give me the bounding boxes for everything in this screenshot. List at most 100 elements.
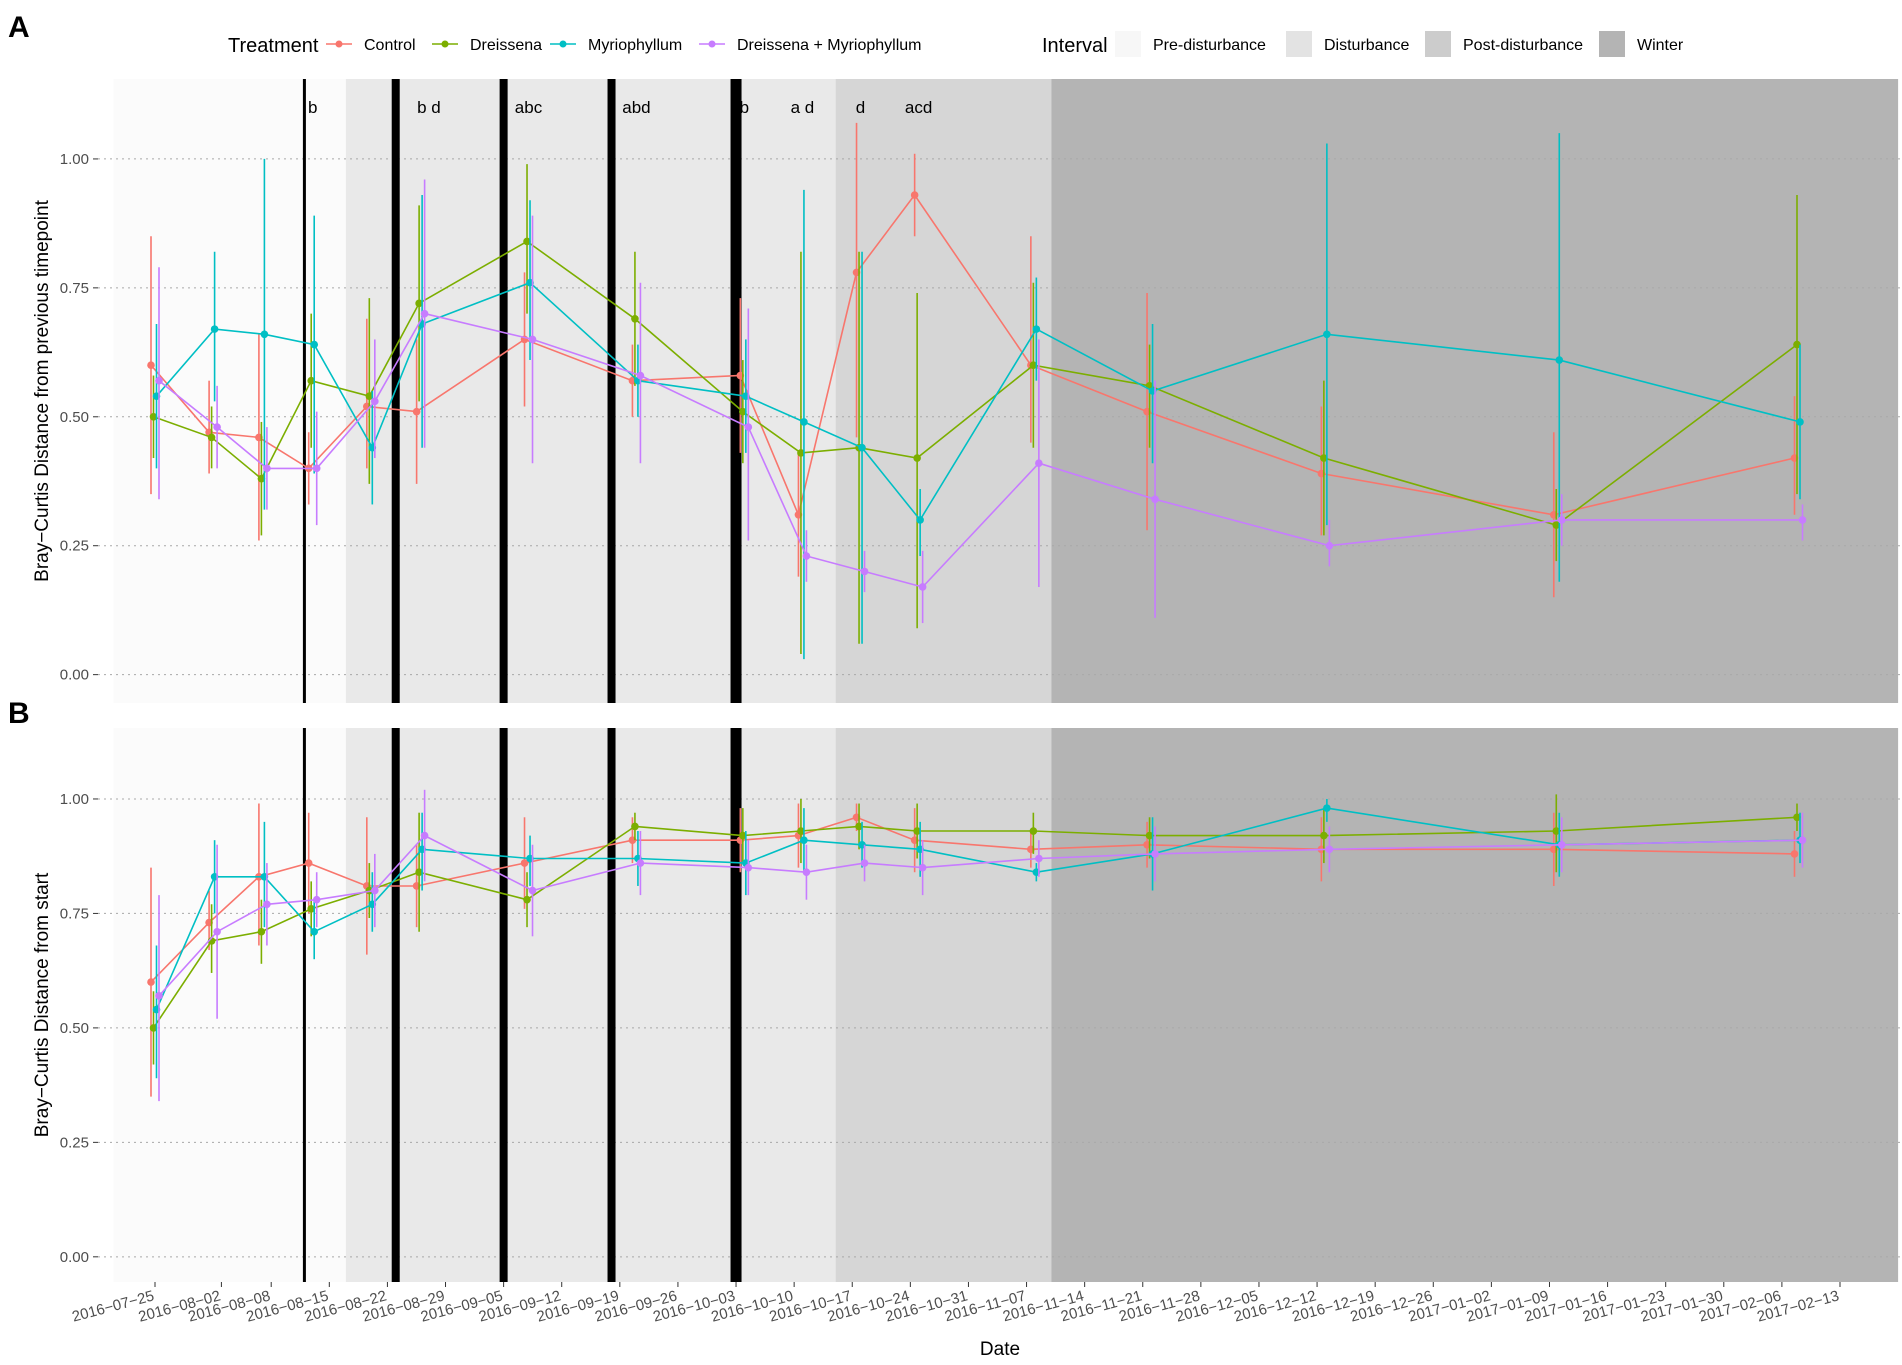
treatment-legend-label: Dreissena [470, 37, 542, 54]
series-dreissena-myriophyllum [155, 789, 1807, 1102]
x-axis-title: Date [980, 1339, 1020, 1360]
treatment-legend-label: Myriophyllum [588, 37, 682, 54]
data-point [365, 392, 374, 400]
panel-a: 0.00 0.25 0.50 0.75 1.00 A Bray−Curtis Distanc… [8, 11, 1900, 703]
data-point [913, 454, 921, 462]
data-point [312, 464, 321, 473]
interval-legend-label: Post-disturbance [1463, 37, 1583, 54]
data-point [257, 927, 266, 936]
data-point [420, 309, 429, 318]
interval-legend-label: Winter [1637, 37, 1684, 54]
y-tick-label: 0.00 [60, 667, 89, 684]
data-point [149, 412, 158, 421]
treatment-legend-item: Control [326, 37, 416, 54]
data-point [1790, 850, 1799, 858]
data-point [263, 900, 271, 909]
treatment-legend-item: Dreissena [432, 37, 542, 54]
data-point [149, 1024, 158, 1032]
interval-legend-item: Post-disturbance [1425, 31, 1583, 57]
data-point [802, 552, 811, 560]
interval-legend-label: Disturbance [1324, 37, 1409, 54]
data-point [528, 886, 537, 895]
interval-band [345, 728, 836, 1282]
interval-legend-item: Winter [1599, 31, 1684, 57]
y-tick-label: 0.50 [60, 1020, 89, 1037]
data-point [631, 315, 639, 323]
data-point [147, 361, 155, 370]
data-point [263, 464, 271, 473]
legend-fill-swatch [1115, 31, 1141, 57]
data-point [636, 371, 645, 380]
data-point [918, 863, 927, 872]
data-point [636, 859, 645, 867]
data-point [744, 423, 753, 431]
data-point [310, 927, 319, 936]
data-point [1032, 325, 1041, 333]
data-point [1557, 840, 1566, 849]
data-point [800, 836, 808, 844]
data-point [1798, 516, 1807, 524]
interval-band [835, 79, 1052, 703]
data-point [207, 433, 216, 442]
x-axis: 2016−07−252016−08−022016−08−082016−08−15… [70, 1282, 1841, 1326]
interval-band [1051, 79, 1899, 703]
interval-legend-item: Disturbance [1286, 31, 1409, 57]
panel-b: 0.00 0.25 0.50 0.75 1.00 B Bray−Curtis Distanc… [8, 697, 1900, 1282]
data-point [420, 831, 429, 840]
data-point [1145, 831, 1154, 840]
data-point [800, 418, 808, 426]
treatment-legend-item: Myriophyllum [550, 37, 682, 54]
data-point [1798, 836, 1807, 844]
data-point [155, 992, 163, 1000]
legend-point-swatch [335, 40, 343, 48]
data-point [855, 822, 863, 831]
data-point [412, 407, 421, 416]
data-point [858, 443, 866, 452]
data-point [1557, 516, 1566, 524]
data-point [1323, 330, 1331, 339]
interval-band [345, 79, 836, 703]
data-point [1325, 541, 1334, 550]
data-point [307, 905, 316, 913]
legend: Treatment Control Dreissena Myriophyllum Dr… [228, 31, 1684, 57]
significance-letters: abc [515, 98, 543, 117]
significance-letters: acd [905, 98, 932, 117]
legend-point-swatch [708, 40, 716, 48]
data-point [1555, 356, 1564, 364]
data-point [310, 340, 319, 349]
interval-legend-label: Pre-disturbance [1153, 37, 1266, 54]
data-point [528, 335, 537, 344]
data-point [1029, 827, 1038, 835]
data-point [213, 423, 221, 431]
data-point [913, 827, 921, 835]
data-point [739, 407, 747, 416]
data-point [744, 863, 753, 872]
data-point [304, 859, 313, 867]
data-point [257, 474, 266, 483]
y-tick-label: 1.00 [60, 791, 89, 808]
data-point [802, 868, 811, 877]
significance-letters: abd [622, 98, 650, 117]
series-dreissena [149, 164, 1801, 655]
data-point [1320, 454, 1328, 462]
treatment-legend-item: Dreissena + Myriophyllum [699, 37, 922, 54]
data-point [1035, 854, 1043, 863]
y-tick-label: 0.00 [60, 1249, 89, 1266]
data-point [213, 927, 221, 936]
data-point [1796, 418, 1804, 426]
data-point [860, 859, 869, 867]
y-tick-label: 0.25 [60, 1134, 89, 1151]
data-point [1793, 340, 1801, 349]
interval-band [835, 728, 1052, 1282]
data-point [1320, 831, 1328, 840]
data-point [797, 449, 805, 457]
data-point [916, 516, 924, 524]
data-point [371, 886, 379, 895]
data-point [1029, 361, 1038, 370]
significance-letters: b [740, 98, 749, 117]
interval-band [113, 79, 346, 703]
data-point [797, 827, 805, 835]
data-point [307, 376, 316, 385]
legend-point-swatch [559, 40, 567, 48]
data-point [918, 583, 927, 591]
